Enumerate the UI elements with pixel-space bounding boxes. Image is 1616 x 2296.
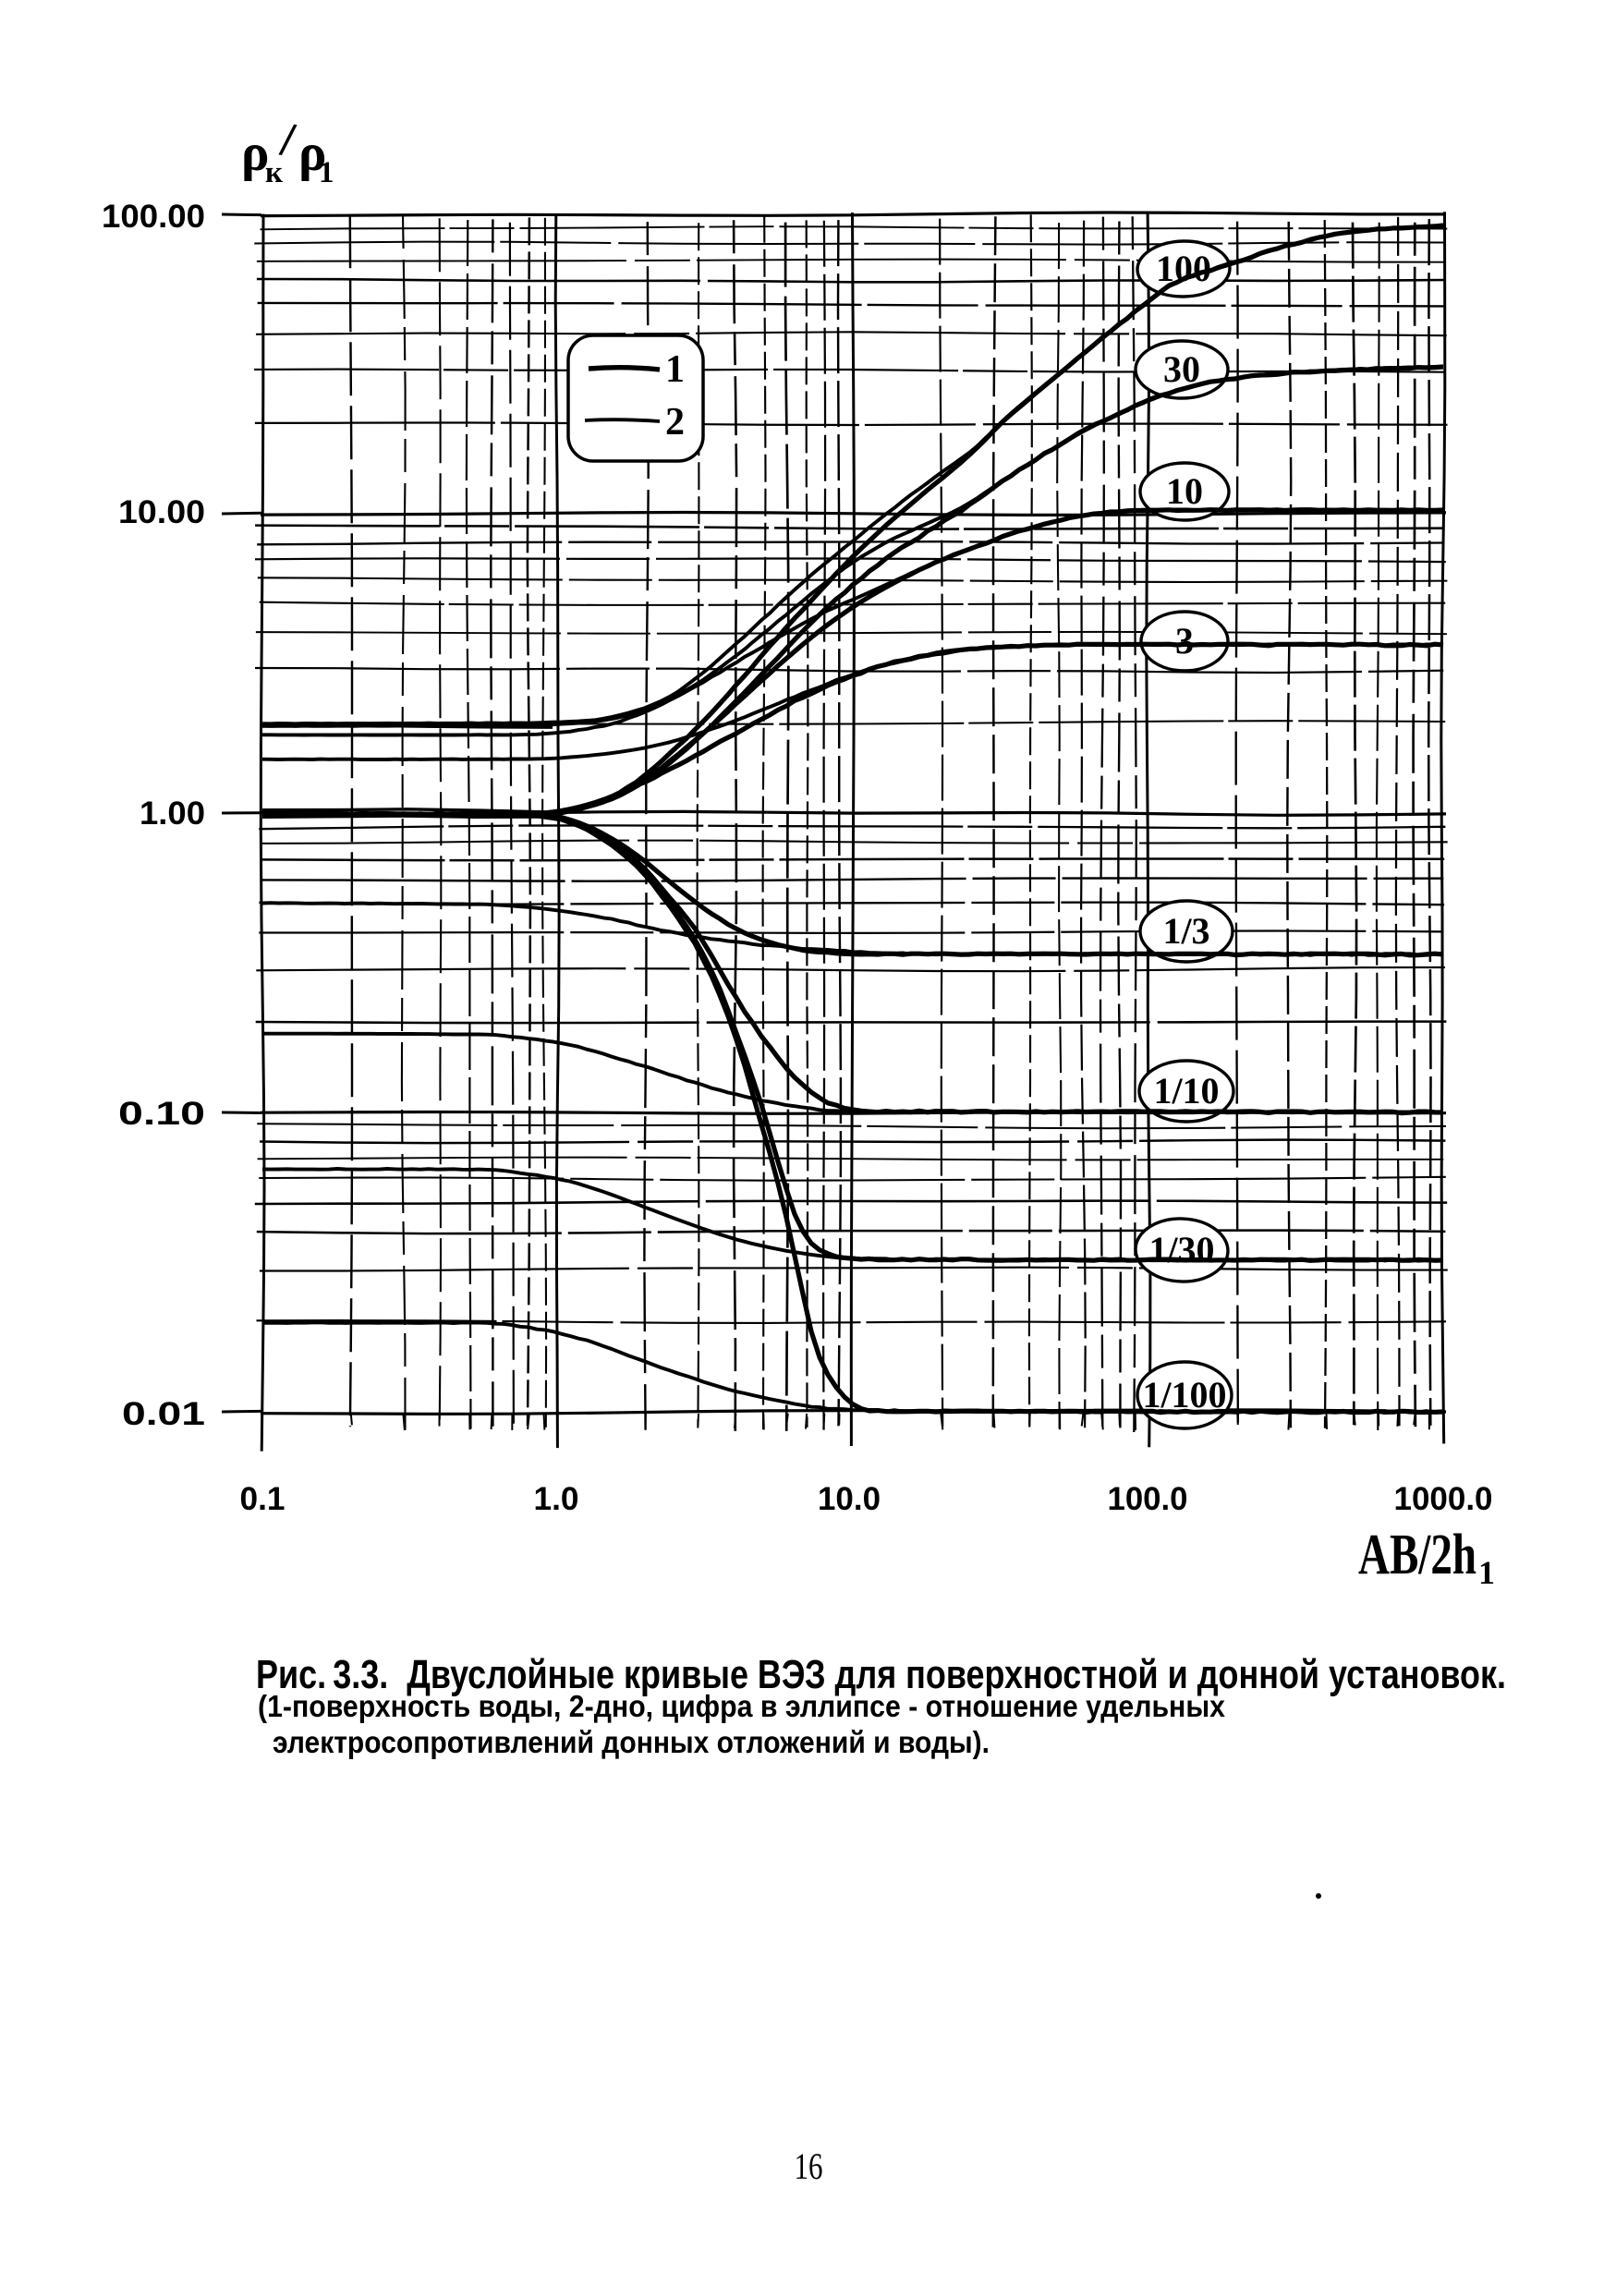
svg-text:электросопротивлений донных от: электросопротивлений донных отложений и … <box>273 1725 990 1759</box>
svg-text:1/30: 1/30 <box>1148 1229 1214 1270</box>
svg-text:2: 2 <box>665 401 685 443</box>
svg-text:10: 10 <box>1166 470 1203 512</box>
svg-text:(1-поверхность воды, 2-дно, ци: (1-поверхность воды, 2-дно, цифра в элли… <box>258 1689 1226 1723</box>
svg-text:1: 1 <box>665 348 685 391</box>
svg-text:1: 1 <box>319 156 334 189</box>
svg-text:1/100: 1/100 <box>1142 1374 1226 1415</box>
svg-text:10.00: 10.00 <box>118 494 205 530</box>
svg-text:Рис. 3.3. Двуслойные кривые В: Рис. 3.3. Двуслойные кривые ВЭЗ для пове… <box>256 1652 1506 1697</box>
svg-text:ρ: ρ <box>241 124 270 182</box>
svg-text:16: 16 <box>795 2145 823 2187</box>
svg-text:1.0: 1.0 <box>534 1481 579 1517</box>
svg-text:ρ: ρ <box>298 124 327 182</box>
svg-text:1: 1 <box>1478 1554 1495 1591</box>
svg-text:к: к <box>265 156 283 189</box>
svg-text:1.00: 1.00 <box>140 796 205 832</box>
svg-text:100: 100 <box>1156 248 1211 289</box>
svg-text:0.10: 0.10 <box>118 1096 205 1132</box>
svg-text:3: 3 <box>1175 620 1194 662</box>
svg-text:30: 30 <box>1163 348 1200 390</box>
svg-text:0.01: 0.01 <box>122 1396 205 1432</box>
svg-text:100.0: 100.0 <box>1108 1481 1188 1517</box>
svg-text:1000.0: 1000.0 <box>1394 1481 1493 1517</box>
svg-text:10.0: 10.0 <box>818 1481 881 1517</box>
svg-text:1/3: 1/3 <box>1162 910 1209 952</box>
svg-text:100.00: 100.00 <box>102 199 205 235</box>
svg-text:AB/2h: AB/2h <box>1358 1524 1476 1586</box>
svg-text:1/10: 1/10 <box>1153 1070 1219 1112</box>
svg-text:0.1: 0.1 <box>240 1481 286 1517</box>
